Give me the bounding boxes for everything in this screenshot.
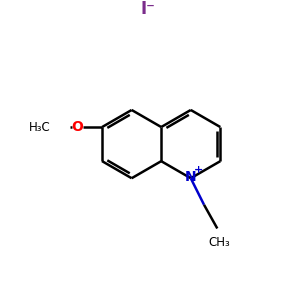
Text: N: N [185, 170, 197, 184]
Text: CH₃: CH₃ [208, 236, 230, 249]
Text: O: O [71, 120, 83, 134]
Text: I⁻: I⁻ [141, 1, 155, 19]
Text: +: + [194, 165, 203, 175]
Text: H₃C: H₃C [29, 121, 51, 134]
